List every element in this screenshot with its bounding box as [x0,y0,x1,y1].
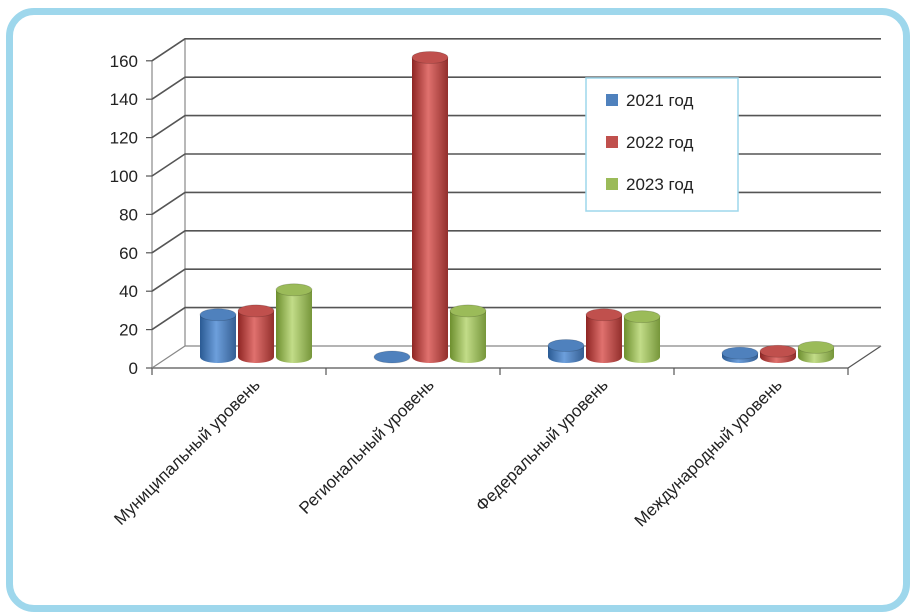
y-tick-label: 40 [119,282,138,301]
bar-body [450,310,486,363]
bar-2021-год-0 [199,308,237,363]
gridline [151,306,881,331]
bar-top [623,310,661,324]
bar-top [411,51,449,64]
bar-body [586,314,622,363]
x-category-label: Региональный уровень [295,375,438,518]
bar-top [373,350,411,364]
bar-top [759,344,797,358]
bar-2022-год-1 [411,51,449,363]
bar-body [238,310,274,363]
x-category-label: Международный уровень [631,375,786,530]
bar-2022-год-0 [237,304,275,363]
bar-top [449,304,487,318]
gridline [151,230,881,254]
legend: 2021 год 2022 год 2023 год [585,77,739,212]
bars [199,51,835,364]
y-tick-label: 0 [129,359,138,378]
bar-2022-год-2 [585,308,623,363]
y-tick-label: 140 [110,90,138,109]
y-tick-label: 80 [119,205,138,224]
bar-top [275,283,313,297]
legend-label: 2021 год [626,91,693,110]
gridline [151,191,881,216]
legend-swatch [606,94,618,106]
bar-2021-год-3 [721,346,759,363]
y-tick-label: 60 [119,244,138,263]
bar-2023-год-3 [797,340,835,363]
category-labels: Муниципальный уровень Региональный уровен… [110,375,786,530]
gridline [151,76,881,100]
y-tick-label: 20 [119,321,138,340]
bar-body [412,57,448,363]
bar-top [585,308,623,322]
gridlines [151,38,881,331]
bar-body [200,314,236,363]
gridline [151,268,881,292]
gridline [151,153,881,177]
gridline [151,38,881,62]
legend-swatch [606,136,618,148]
y-tick-label: 160 [110,52,138,71]
x-category-label: Муниципальный уровень [110,375,264,529]
y-tick-label: 100 [110,167,138,186]
bar-top [721,346,759,360]
y-axis-ticks: 0 20 40 60 80 100 120 140 160 [110,52,152,378]
bar-2022-год-3 [759,344,797,363]
bar-2023-год-2 [623,310,661,363]
gridline [151,114,881,139]
bar-top [547,339,585,352]
bar-2023-год-0 [275,283,313,363]
bar-2021-год-1 [373,350,411,364]
bar-top [797,340,835,354]
y-tick-label: 120 [110,129,138,148]
legend-label: 2022 год [626,133,693,152]
bar-2023-год-1 [449,304,487,363]
bar-body [276,289,312,363]
bar-2021-год-2 [547,339,585,363]
bar-top [199,308,237,322]
legend-swatch [606,178,618,190]
bar-body [624,316,660,363]
bar-top [237,304,275,318]
x-category-label: Федеральный уровень [472,375,612,515]
legend-label: 2023 год [626,175,693,194]
